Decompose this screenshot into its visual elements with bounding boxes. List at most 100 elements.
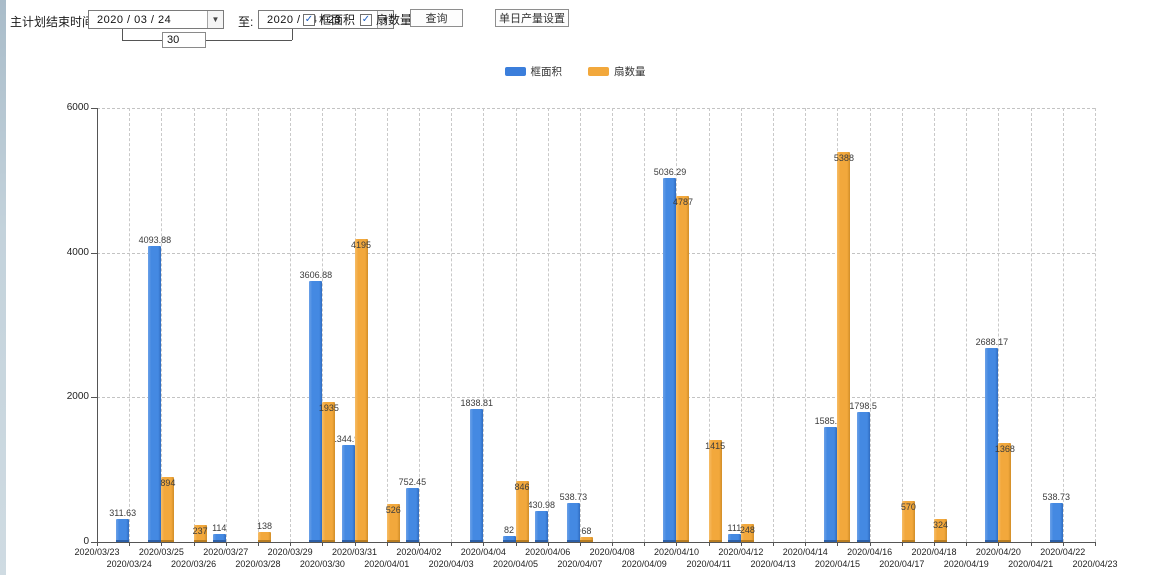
x-axis-tick <box>225 542 227 546</box>
query-button[interactable]: 查询 <box>410 9 463 27</box>
x-axis-tick <box>612 542 614 546</box>
fan-count-checkbox-label: 扇数量 <box>376 13 413 27</box>
bar-value-frame-area-2020/03/24: 311.63 <box>109 508 137 519</box>
y-axis <box>97 108 98 542</box>
x-axis-label: 2020/04/03 <box>428 559 474 569</box>
bar-frame-area-2020/04/05 <box>502 536 516 542</box>
x-axis-label: 2020/04/18 <box>911 547 957 557</box>
bar-frame-area-2020/03/24 <box>116 519 130 542</box>
v-gridline <box>547 108 549 542</box>
x-axis-label: 2020/04/22 <box>1040 547 1086 557</box>
bar-value-frame-area-2020/04/06: 430.98 <box>527 499 555 510</box>
x-axis-label: 2020/04/17 <box>879 559 925 569</box>
checkmark-icon: ✓ <box>303 13 315 26</box>
bar-frame-area-2020/04/06 <box>534 510 548 542</box>
frame-area-checkbox[interactable]: ✓ 框面积 <box>303 11 355 28</box>
legend-item-frame-area: 框面积 <box>504 64 562 79</box>
bar-fan-count-2020/04/10 <box>676 195 690 542</box>
x-axis-label: 2020/03/29 <box>267 547 313 557</box>
bar-frame-area-2020/04/04 <box>470 408 484 542</box>
v-gridline <box>644 108 646 542</box>
v-gridline <box>901 108 903 542</box>
x-axis-tick <box>1062 542 1064 546</box>
x-axis-tick <box>998 542 1000 546</box>
chart-legend: 框面积 扇数量 <box>0 64 1150 79</box>
bar-value-fan-count-2020/04/15: 5388 <box>833 153 854 164</box>
bar-fan-count-2020/03/25 <box>161 477 175 542</box>
interval-days-input[interactable]: 30 <box>162 32 206 48</box>
v-gridline <box>966 108 968 542</box>
x-axis-tick <box>290 542 292 546</box>
v-gridline <box>869 108 871 542</box>
x-axis-tick <box>805 542 807 546</box>
chevron-down-icon[interactable]: ▼ <box>377 11 393 28</box>
bar-value-frame-area-2020/04/05: 82 <box>504 525 515 536</box>
bar-fan-count-2020/04/07 <box>579 537 593 542</box>
bar-value-frame-area-2020/04/12: 111 <box>727 522 742 533</box>
v-gridline <box>451 108 453 542</box>
x-axis-label: 2020/04/06 <box>525 547 571 557</box>
v-gridline <box>129 108 131 542</box>
bar-value-frame-area-2020/03/25: 4093.88 <box>138 234 172 245</box>
x-axis-label: 2020/04/01 <box>364 559 410 569</box>
h-gridline <box>97 252 1095 254</box>
y-axis-tick <box>91 397 97 399</box>
frame-area-checkbox-label: 框面积 <box>319 13 356 27</box>
x-axis-tick <box>193 542 195 546</box>
chevron-down-icon[interactable]: ▼ <box>207 11 223 28</box>
window-left-edge <box>0 0 6 575</box>
v-gridline <box>257 108 259 542</box>
x-axis-label: 2020/04/07 <box>557 559 603 569</box>
legend-label: 扇数量 <box>614 66 646 78</box>
v-gridline <box>418 108 420 542</box>
bar-value-frame-area-2020/04/02: 752.45 <box>398 476 427 487</box>
legend-item-fan-count: 扇数量 <box>588 64 646 79</box>
bar-frame-area-2020/04/02 <box>405 487 419 542</box>
x-axis-tick <box>418 542 420 546</box>
x-axis-label: 2020/03/30 <box>299 559 345 569</box>
y-axis-tick <box>91 108 97 109</box>
bar-fan-count-2020/04/12 <box>740 524 754 542</box>
bar-value-frame-area-2020/04/15: 1585.96 <box>814 416 848 427</box>
bar-fan-count-2020/04/01 <box>386 503 400 542</box>
bar-fan-count-2020/04/15 <box>837 152 851 542</box>
x-axis-tick <box>901 542 903 546</box>
x-axis-label: 2020/04/20 <box>975 547 1021 557</box>
start-date-picker[interactable]: 2020 / 03 / 24 ▼ <box>88 10 224 29</box>
x-axis-tick <box>386 542 388 546</box>
x-axis-tick <box>740 542 742 546</box>
y-axis-tick <box>91 252 97 254</box>
v-gridline <box>579 108 581 542</box>
bar-value-frame-area-2020/03/31: 1344.95 <box>331 433 365 444</box>
x-axis-label: 2020/03/31 <box>332 547 378 557</box>
x-axis-tick <box>869 542 871 546</box>
v-gridline <box>1095 108 1096 542</box>
bar-frame-area-2020/03/30 <box>309 281 323 542</box>
x-axis-label: 2020/03/25 <box>138 547 184 557</box>
daily-output-settings-button[interactable]: 单日产量设置 <box>495 9 569 27</box>
x-axis-label: 2020/04/05 <box>492 559 539 569</box>
bar-fan-count-2020/03/30 <box>322 402 336 542</box>
bar-fan-count-2020/04/11 <box>708 439 722 542</box>
v-gridline <box>386 108 388 542</box>
x-axis-tick <box>708 542 710 546</box>
bar-frame-area-2020/03/31 <box>341 444 355 542</box>
v-gridline <box>322 108 324 542</box>
bar-value-fan-count-2020/03/26: 237 <box>192 525 208 536</box>
fan-count-checkbox[interactable]: ✓ 扇数量 <box>360 11 412 28</box>
x-axis-label: 2020/04/19 <box>943 559 989 569</box>
x-axis-label: 2020/03/28 <box>235 559 281 569</box>
bar-fan-count-2020/03/26 <box>193 524 207 542</box>
x-axis-label: 2020/04/08 <box>589 547 635 557</box>
x-axis-tick <box>451 542 453 546</box>
bar-frame-area-2020/04/16 <box>856 411 870 542</box>
v-gridline <box>290 108 292 542</box>
y-axis-label: 0 <box>83 536 89 547</box>
bar-fan-count-2020/04/05 <box>515 480 529 542</box>
h-gridline <box>97 397 1095 399</box>
x-axis-label: 2020/04/11 <box>686 559 731 569</box>
bar-value-frame-area-2020/03/30: 3606.88 <box>299 270 333 281</box>
x-axis <box>97 542 1095 543</box>
bar-value-frame-area-2020/03/27: 114 <box>212 522 227 533</box>
